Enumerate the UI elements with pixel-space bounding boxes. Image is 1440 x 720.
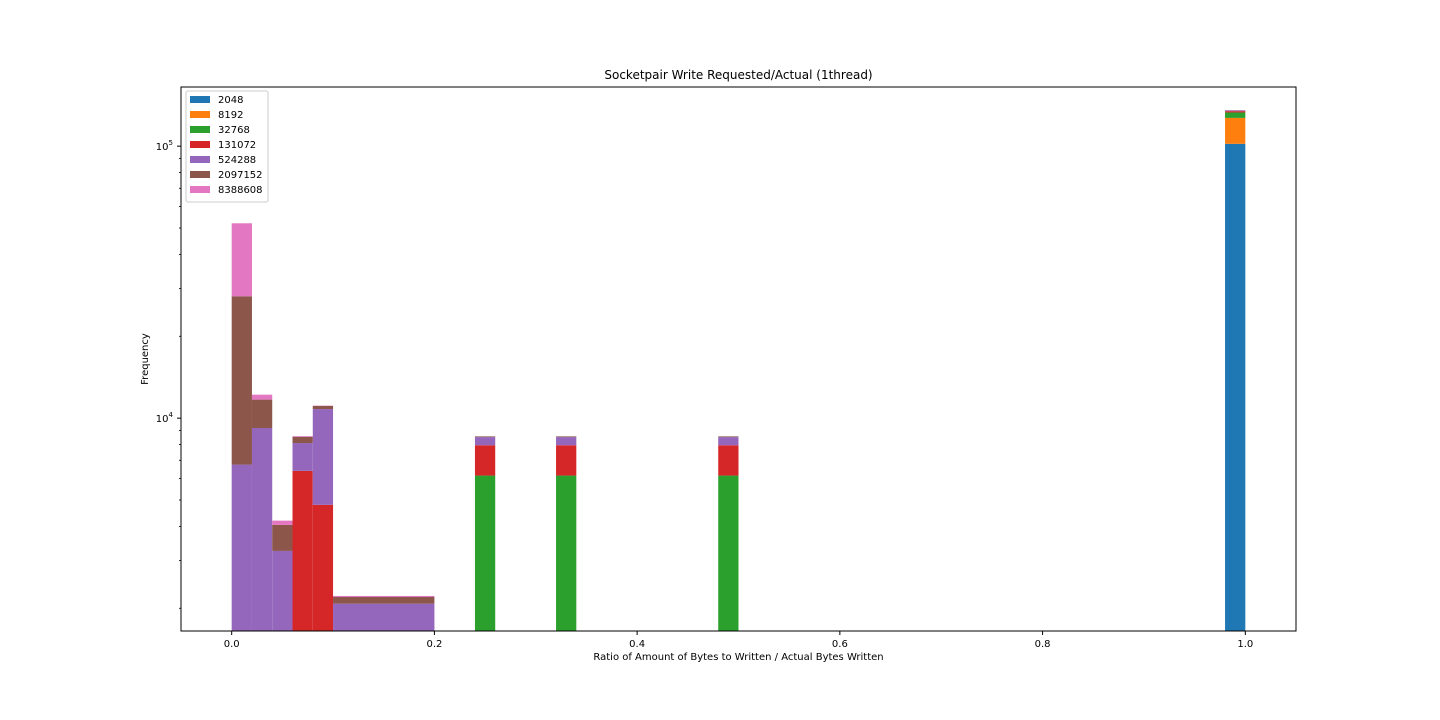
legend-label-2097152: 2097152 xyxy=(218,170,263,181)
bar-8388608-0 xyxy=(231,223,252,297)
bar-32768-1 xyxy=(556,475,577,631)
legend-swatch-131072 xyxy=(190,141,210,148)
x-tick-label: 0.4 xyxy=(629,639,645,650)
legend-label-524288: 524288 xyxy=(218,155,256,166)
legend-label-32768: 32768 xyxy=(218,125,250,136)
legend-label-8388608: 8388608 xyxy=(218,185,263,196)
bar-2048-0 xyxy=(1225,143,1246,631)
legend-swatch-2097152 xyxy=(190,171,210,178)
bar-8192-0 xyxy=(1225,117,1246,144)
bar-524288-3 xyxy=(292,443,313,471)
bar-2097152-4 xyxy=(312,405,334,410)
bar-8388608-5 xyxy=(333,595,435,598)
legend-label-8192: 8192 xyxy=(218,110,243,121)
bars-layer xyxy=(231,110,1246,631)
bar-131072-5 xyxy=(1225,111,1246,113)
bar-32768-2 xyxy=(718,475,739,631)
bar-131072-0 xyxy=(292,470,313,631)
bar-524288-9 xyxy=(1225,110,1246,112)
x-tick-label: 0.6 xyxy=(832,639,848,650)
bar-524288-0 xyxy=(231,464,252,631)
bar-2097152-1 xyxy=(251,399,273,429)
bar-2097152-5 xyxy=(333,597,435,604)
y-tick-label: 104 xyxy=(156,411,174,425)
y-tick-label: 105 xyxy=(156,139,173,153)
bar-524288-8 xyxy=(718,437,739,446)
bar-131072-3 xyxy=(556,445,577,476)
x-axis-label: Ratio of Amount of Bytes to Written / Ac… xyxy=(593,652,883,663)
legend-label-2048: 2048 xyxy=(218,95,243,106)
bar-524288-6 xyxy=(474,437,496,446)
bar-131072-4 xyxy=(718,445,739,476)
legend-swatch-524288 xyxy=(190,156,210,163)
bar-524288-5 xyxy=(333,603,435,631)
legend-swatch-32768 xyxy=(190,126,210,133)
bar-8388608-1 xyxy=(251,394,273,400)
bar-2097152-2 xyxy=(272,524,293,551)
legend-swatch-8192 xyxy=(190,111,210,118)
y-axis: 104 105 xyxy=(156,139,181,609)
bar-524288-2 xyxy=(272,550,293,631)
bar-2097152-0 xyxy=(231,296,252,465)
bar-524288-7 xyxy=(556,437,577,446)
x-tick-label: 0.2 xyxy=(426,639,442,650)
x-tick-label: 0.8 xyxy=(1035,639,1051,650)
bar-524288-4 xyxy=(312,409,334,505)
legend-swatch-8388608 xyxy=(190,186,210,193)
legend-swatch-2048 xyxy=(190,96,210,103)
bar-8388608-2 xyxy=(272,520,293,525)
bar-524288-1 xyxy=(251,428,273,631)
x-axis: 0.0 0.2 0.4 0.6 0.8 1.0 xyxy=(224,631,1253,650)
x-tick-label: 1.0 xyxy=(1237,639,1253,650)
bar-2097152-8 xyxy=(718,436,739,438)
bar-8388608-3 xyxy=(292,436,313,437)
bar-131072-1 xyxy=(312,504,334,631)
chart-title: Socketpair Write Requested/Actual (1thre… xyxy=(604,68,872,82)
bar-2097152-6 xyxy=(474,436,496,438)
bar-32768-3 xyxy=(1225,112,1246,118)
bar-2097152-7 xyxy=(556,436,577,438)
y-axis-label: Frequency xyxy=(140,333,151,385)
legend: 2048 8192 32768 131072 524288 2097152 8388608 xyxy=(185,90,269,203)
plot-frame xyxy=(180,86,1297,632)
bar-131072-2 xyxy=(474,445,496,476)
legend-label-131072: 131072 xyxy=(218,140,256,151)
x-tick-label: 0.0 xyxy=(224,639,240,650)
bar-2097152-3 xyxy=(292,436,313,444)
bar-32768-0 xyxy=(474,475,496,631)
